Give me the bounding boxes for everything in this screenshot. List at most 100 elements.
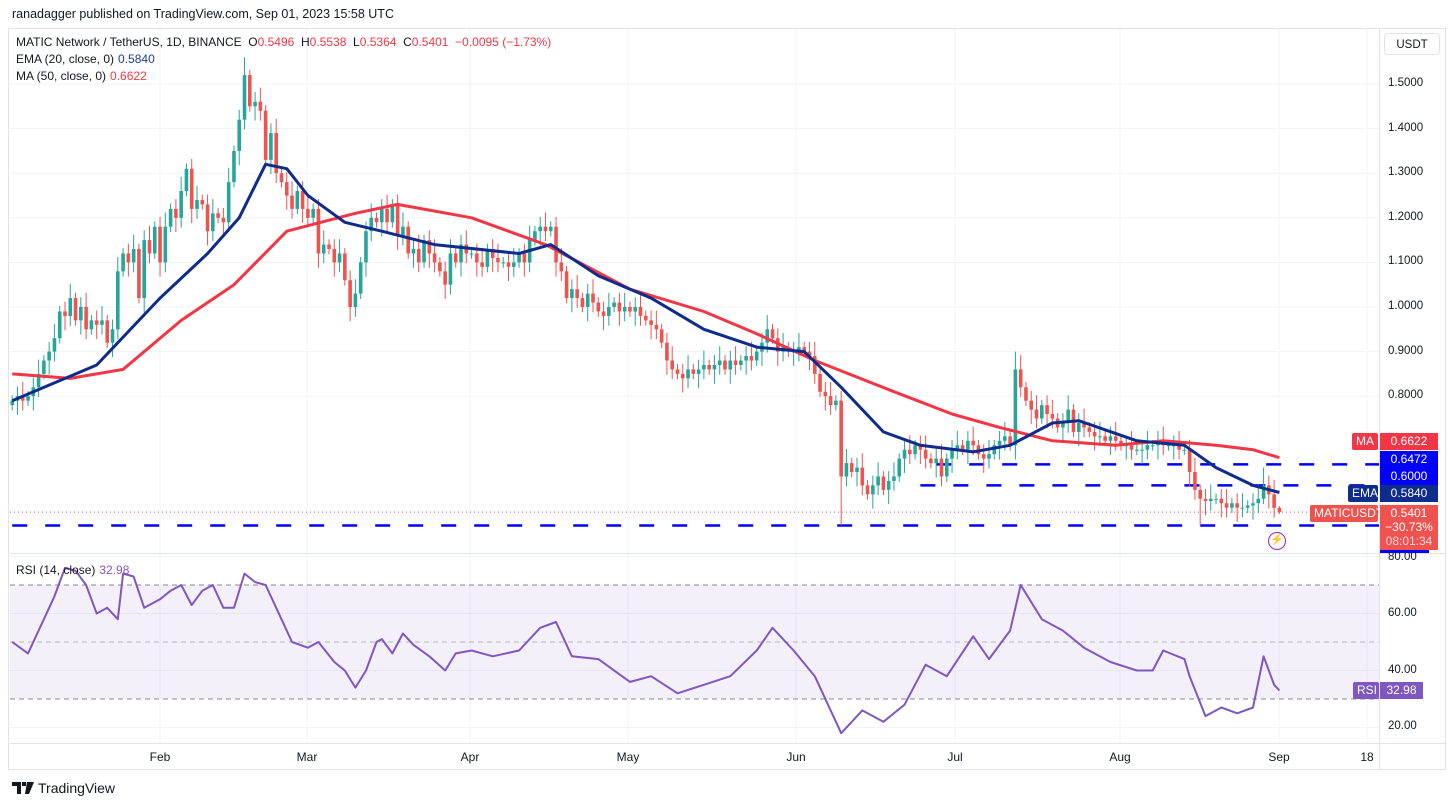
- tradingview-logo-icon: [12, 782, 34, 794]
- candle-body: [1076, 422, 1081, 432]
- candle-body: [279, 173, 284, 183]
- candle-body: [253, 101, 257, 107]
- candle-body: [406, 226, 410, 254]
- candle-body: [717, 360, 722, 365]
- lightning-icon[interactable]: ⚡: [1268, 532, 1286, 550]
- candle-body: [923, 449, 928, 459]
- last-price-tag: 0.5401 −30.73% 08:01:34: [1380, 505, 1438, 550]
- candle-body: [522, 253, 527, 263]
- candle-body: [1251, 503, 1255, 506]
- candle-body: [696, 369, 701, 374]
- candle-body: [1135, 449, 1139, 451]
- candle-body: [765, 329, 770, 343]
- candle-body: [612, 302, 616, 307]
- candle-body: [1119, 440, 1123, 446]
- candle-body: [622, 307, 627, 312]
- candle-body: [89, 320, 94, 330]
- candle-body: [496, 257, 500, 263]
- candle-body: [1219, 498, 1224, 504]
- candle-body: [564, 271, 569, 299]
- candle-body: [1177, 445, 1181, 450]
- low-value: 0.5364: [359, 35, 397, 49]
- rsi-legend[interactable]: RSI (14, close) 32.98: [16, 563, 129, 577]
- candle-body: [306, 208, 310, 218]
- rsi-tick: 60.00: [1388, 607, 1417, 619]
- candle-body: [1034, 409, 1039, 419]
- candle-body: [353, 293, 358, 307]
- candle-body: [818, 373, 822, 392]
- time-tick: 18: [1360, 750, 1374, 764]
- candle-body: [654, 324, 659, 330]
- candle-body: [1187, 449, 1192, 473]
- candle-body: [865, 485, 870, 495]
- candle-body: [321, 244, 326, 254]
- candle-body: [601, 311, 606, 316]
- candle-body: [517, 253, 521, 263]
- candle-body: [834, 400, 838, 406]
- symbol-tag-label: MATICUSDT: [1310, 505, 1383, 522]
- candle-body: [797, 347, 801, 352]
- rsi-tag-label: RSI: [1353, 682, 1379, 699]
- candle-body: [57, 311, 62, 339]
- candle-body: [105, 320, 110, 343]
- rsi-tick: 20.00: [1388, 720, 1417, 732]
- candle-body: [1198, 489, 1202, 499]
- candle-body: [981, 454, 986, 459]
- candle-body: [263, 110, 268, 160]
- candle-body: [533, 231, 537, 241]
- candle-body: [26, 396, 30, 401]
- symbol-title: MATIC Network / TetherUS, 1D, BINANCE: [16, 35, 242, 49]
- candle-body: [364, 231, 368, 263]
- time-tick: Jun: [786, 750, 806, 764]
- candle-body: [232, 150, 236, 183]
- candle-body: [580, 298, 585, 307]
- ema-tag-value: 0.5840: [1380, 485, 1438, 502]
- candle-body: [269, 133, 273, 160]
- candle-body: [84, 307, 88, 330]
- ma-legend[interactable]: MA (50, close, 0) 0.6622: [16, 69, 147, 83]
- candle-body: [316, 208, 321, 254]
- time-tick: Sep: [1268, 750, 1290, 764]
- candle-body: [343, 253, 347, 281]
- candle-body: [438, 262, 442, 272]
- candle-body: [485, 249, 490, 267]
- candle-body: [849, 463, 854, 473]
- candle-body: [886, 480, 891, 490]
- candle-body: [675, 369, 680, 374]
- rsi-label: RSI (14, close): [16, 563, 96, 577]
- candle-body: [638, 307, 643, 316]
- chart-frame: [8, 28, 1446, 770]
- close-value: 0.5401: [411, 35, 449, 49]
- high-label: H: [301, 35, 310, 49]
- candle-body: [902, 449, 907, 459]
- candle-body: [723, 360, 727, 370]
- candle-body: [876, 476, 880, 486]
- candle-body: [501, 262, 506, 264]
- candle-body: [480, 262, 484, 267]
- candle-body: [443, 271, 447, 285]
- candle-body: [47, 351, 51, 361]
- ema-legend[interactable]: EMA (20, close, 0) 0.5840: [16, 52, 155, 66]
- candle-body: [659, 329, 664, 343]
- candle-body: [147, 240, 152, 254]
- ma-tag-label: MA: [1352, 433, 1378, 450]
- candle-body: [174, 208, 178, 218]
- candle-body: [997, 440, 1002, 446]
- tradingview-logo[interactable]: TradingView: [12, 780, 115, 796]
- candle-body: [992, 445, 997, 455]
- candle-body: [744, 356, 748, 361]
- currency-button[interactable]: USDT: [1384, 33, 1440, 55]
- candle-body: [475, 253, 479, 263]
- candle-body: [844, 463, 849, 477]
- candle-body: [416, 249, 421, 263]
- candle-body: [459, 244, 463, 263]
- candle-body: [929, 458, 933, 464]
- candle-body: [559, 262, 564, 272]
- rsi-line: [11, 566, 1281, 735]
- candle-body: [548, 226, 553, 232]
- candle-body: [644, 315, 648, 321]
- candle-body: [749, 356, 754, 361]
- candle-body: [163, 226, 168, 263]
- candle-body: [453, 253, 458, 263]
